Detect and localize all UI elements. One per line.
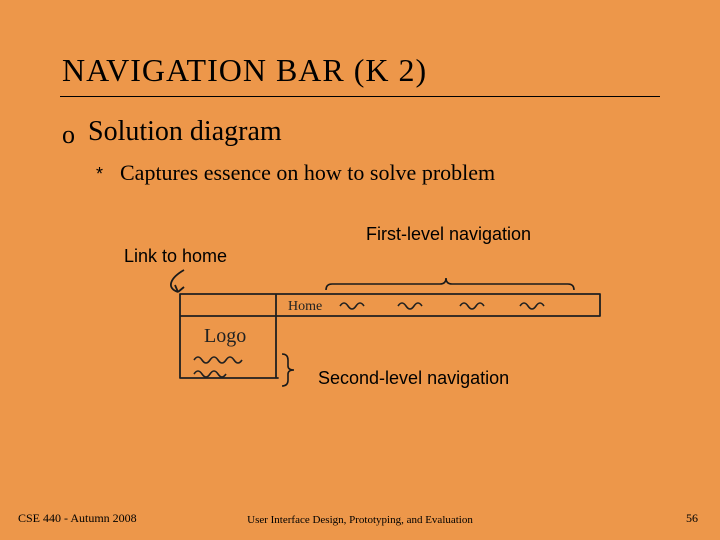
nav-squiggle-4 bbox=[520, 303, 544, 309]
footer-page-number: 56 bbox=[686, 511, 698, 526]
bullet-text-captures: Captures essence on how to solve problem bbox=[120, 160, 495, 186]
solution-diagram: Home Logo bbox=[160, 250, 620, 410]
second-squiggle-row-1 bbox=[194, 357, 242, 363]
footer-center: User Interface Design, Prototyping, and … bbox=[0, 514, 720, 526]
bullet-text-solution: Solution diagram bbox=[88, 116, 282, 148]
sketch-home-text: Home bbox=[288, 299, 322, 314]
second-squiggle-row-2 bbox=[194, 371, 226, 377]
label-first-level: First-level navigation bbox=[366, 224, 531, 245]
bullet-marker-star: * bbox=[96, 164, 103, 185]
bracket-second-level bbox=[282, 354, 294, 386]
title-underline bbox=[60, 96, 660, 97]
nav-squiggle-1 bbox=[340, 303, 364, 309]
bracket-first-level bbox=[326, 278, 574, 290]
nav-squiggle-3 bbox=[460, 303, 484, 309]
nav-squiggle-2 bbox=[398, 303, 422, 309]
sketch-logo-text: Logo bbox=[204, 325, 246, 347]
bullet-marker-o: o bbox=[62, 120, 75, 150]
page-title: NAVIGATION BAR (K 2) bbox=[62, 52, 427, 89]
slide-container: NAVIGATION BAR (K 2) o Solution diagram … bbox=[0, 0, 720, 540]
